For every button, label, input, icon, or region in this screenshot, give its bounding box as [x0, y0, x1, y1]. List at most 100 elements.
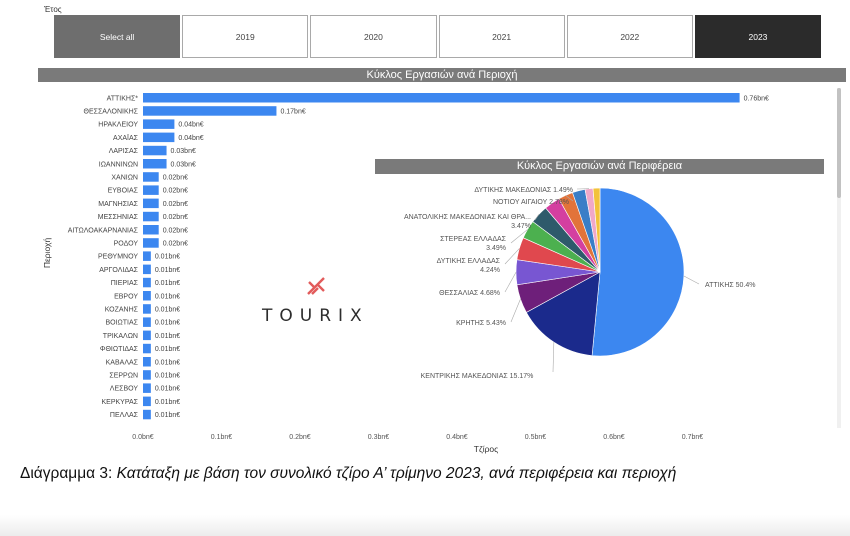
chart-scrollbar[interactable]	[837, 88, 841, 428]
x-axis-label: Τζίρος	[474, 444, 499, 454]
bar-data-label: 0.01bn€	[155, 373, 180, 380]
bar-category-label: ΕΒΡΟΥ	[114, 293, 138, 300]
bar-category-label: ΑΙΤΩΛΟΑΚΑΡΝΑΝΙΑΣ	[68, 227, 139, 234]
pie-chart-title: Κύκλος Εργασιών ανά Περιφέρεια	[375, 159, 824, 174]
pie-label: ΣΤΕΡΕΑΣ ΕΛΛΑΔΑΣ	[440, 236, 507, 243]
pie-slice	[591, 187, 685, 357]
pie-leader-line	[504, 272, 517, 293]
x-tick-label: 0.2bn€	[289, 434, 311, 441]
bar-category-label: ΚΕΡΚΥΡΑΣ	[102, 399, 139, 406]
bar	[143, 383, 151, 393]
bar-data-label: 0.17bn€	[280, 109, 305, 116]
bar-category-label: ΑΡΓΟΛΙΔΑΣ	[99, 267, 138, 274]
bar	[143, 159, 167, 169]
bar-data-label: 0.76bn€	[744, 95, 769, 102]
slicer-option-2022[interactable]: 2022	[566, 15, 693, 58]
bar-data-label: 0.01bn€	[155, 359, 180, 366]
bar-data-label: 0.02bn€	[163, 175, 188, 182]
bar-data-label: 0.02bn€	[163, 201, 188, 208]
pie-chart: ΑΤΤΙΚΗΣ 50.4% ΚΕΝΤΡΙΚΗΣ ΜΑΚΕΔΟΝΙΑΣ 15.17%…	[404, 187, 756, 380]
x-tick-label: 0.0bn€	[132, 434, 154, 441]
bar	[143, 106, 277, 116]
pie-label: ΑΤΤΙΚΗΣ 50.4%	[705, 282, 756, 289]
bar-category-label: ΛΕΣΒΟΥ	[110, 386, 139, 393]
pie-leader-line	[510, 229, 528, 244]
bar	[143, 225, 159, 235]
pie-label: 3.47%	[511, 223, 531, 230]
bar-category-label: ΚΟΖΑΝΗΣ	[105, 307, 139, 314]
bar-data-label: 0.01bn€	[155, 346, 180, 353]
bar-category-label: ΚΑΒΑΛΑΣ	[106, 359, 139, 366]
bar-data-label: 0.02bn€	[163, 227, 188, 234]
bar-data-label: 0.04bn€	[178, 122, 203, 129]
slicer-option-2021[interactable]: 2021	[438, 15, 565, 58]
bar-category-label: ΒΟΙΩΤΙΑΣ	[105, 320, 138, 327]
slicer-option-2020[interactable]: 2020	[310, 15, 437, 58]
x-tick-label: 0.6bn€	[603, 434, 625, 441]
x-tick-label: 0.4bn€	[446, 434, 468, 441]
bar	[143, 343, 151, 354]
pie-slice	[525, 271, 601, 356]
bar	[143, 357, 151, 367]
pie-leader-line	[504, 248, 520, 265]
pie-leader-line	[510, 298, 521, 323]
pie-label: ΚΕΝΤΡΙΚΗΣ ΜΑΚΕΔΟΝΙΑΣ 15.17%	[421, 373, 534, 380]
bar	[143, 396, 151, 407]
x-tick-label: 0.7bn€	[682, 434, 704, 441]
bar	[143, 93, 740, 103]
x-tick-label: 0.3bn€	[368, 434, 390, 441]
tourix-logo-text: TOURIX	[262, 306, 369, 326]
bar-chart: ΑΤΤΙΚΗΣ* 0.76bn€ ΘΕΣΣΑΛΟΝΙΚΗΣ 0.17bn€ ΗΡΑΚΛΕ…	[42, 93, 769, 454]
tourix-logo-mark-icon	[307, 277, 325, 295]
bar-category-label: ΕΥΒΟΙΑΣ	[108, 188, 139, 195]
pie-leader-line	[683, 275, 700, 285]
bar	[143, 264, 151, 275]
pie-label: ΑΝΑΤΟΛΙΚΗΣ ΜΑΚΕΔΟΝΙΑΣ ΚΑΙ ΘΡΑ...	[404, 214, 531, 221]
slicer-option-select-all[interactable]: Select all	[54, 15, 181, 58]
bar-chart-title: Κύκλος Εργασιών ανά Περιοχή	[38, 68, 846, 82]
bar-category-label: ΑΤΤΙΚΗΣ*	[107, 95, 139, 102]
bar	[143, 172, 159, 182]
bar-data-label: 0.01bn€	[155, 293, 180, 300]
bar	[143, 198, 159, 209]
bar	[143, 277, 151, 288]
slicer-option-2023[interactable]: 2023	[694, 15, 822, 58]
bar-data-label: 0.01bn€	[155, 254, 180, 261]
slicer-option-2019[interactable]: 2019	[182, 15, 309, 58]
bar-category-label: ΛΑΡΙΣΑΣ	[109, 148, 139, 155]
pie-label: ΔΥΤΙΚΗΣ ΕΛΛΑΔΑΣ	[437, 258, 501, 265]
bar-category-label: ΜΕΣΣΗΝΙΑΣ	[98, 214, 139, 221]
bar-data-label: 0.01bn€	[155, 320, 180, 327]
tourix-logo: TOURIX	[262, 274, 374, 326]
x-tick-label: 0.5bn€	[525, 434, 547, 441]
chart-scrollbar-thumb[interactable]	[837, 88, 841, 198]
bar-data-label: 0.01bn€	[155, 267, 180, 274]
bar	[143, 370, 151, 380]
bar	[143, 238, 159, 248]
bar-category-label: ΡΟΔΟΥ	[114, 241, 139, 248]
bar	[143, 317, 151, 327]
year-slicer: Select all 2019 2020 2021 2022 2023	[54, 15, 822, 58]
pie-label: ΔΥΤΙΚΗΣ ΜΑΚΕΔΟΝΙΑΣ 1.49%	[474, 187, 573, 194]
figure-caption: Διάγραμμα 3: Κατάταξη με βάση τον συνολι…	[20, 463, 830, 485]
bar-data-label: 0.01bn€	[155, 412, 180, 419]
pie-label: 3.49%	[486, 245, 506, 252]
bar-data-label: 0.01bn€	[155, 307, 180, 314]
bar-category-label: ΗΡΑΚΛΕΙΟΥ	[98, 122, 138, 129]
bar	[143, 251, 151, 261]
bottom-fade	[0, 515, 850, 536]
bar-category-label: ΠΙΕΡΙΑΣ	[111, 280, 139, 287]
bar-category-label: ΙΩΑΝΝΙΝΩΝ	[99, 161, 138, 168]
bar	[143, 119, 175, 129]
bar-data-label: 0.01bn€	[155, 280, 180, 287]
pie-label: 4.24%	[480, 267, 500, 274]
bar	[143, 132, 175, 143]
pie-label: ΚΡΗΤΗΣ 5.43%	[456, 320, 506, 327]
y-axis-label: Περιοχή	[42, 238, 52, 269]
bar-data-label: 0.02bn€	[163, 214, 188, 221]
bar	[143, 145, 167, 156]
bar-category-label: ΣΕΡΡΩΝ	[109, 373, 138, 380]
bar	[143, 211, 159, 222]
bar-category-label: ΧΑΝΙΩΝ	[111, 175, 138, 182]
bar-category-label: ΜΑΓΝΗΣΙΑΣ	[98, 201, 138, 208]
